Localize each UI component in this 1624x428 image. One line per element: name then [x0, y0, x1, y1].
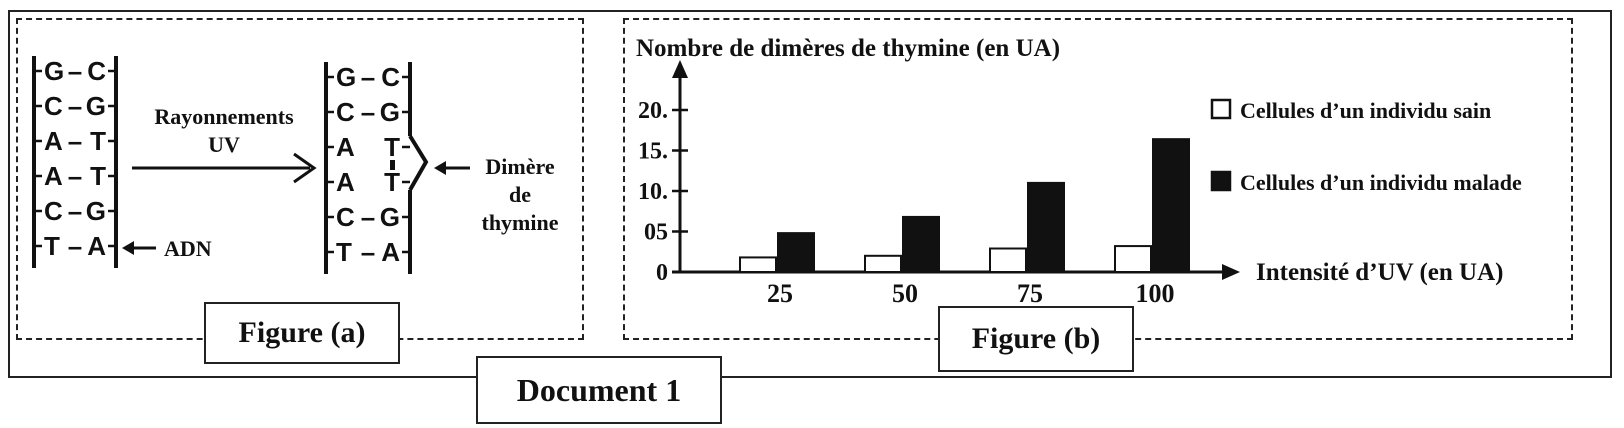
base-right: G	[380, 97, 400, 127]
base-left: C	[44, 196, 63, 226]
base-left: A	[44, 126, 63, 156]
y-axis-arrow	[672, 60, 688, 78]
x-ticks: 25 50 75 100	[767, 279, 1175, 308]
base-bond: –	[361, 97, 375, 127]
y-ticks: 0 05 10. 15. 20.	[638, 98, 688, 286]
base-bond: –	[361, 202, 375, 232]
base-left: A	[336, 132, 355, 162]
base-left: C	[336, 97, 355, 127]
base-right: C	[381, 62, 400, 92]
y-tick-label: 0	[656, 260, 668, 286]
base-bond: –	[68, 231, 82, 261]
y-tick-label: 10.	[638, 179, 668, 205]
document-caption: Document 1	[476, 356, 722, 424]
base-bond: –	[361, 237, 375, 267]
uv-arrow-head	[293, 152, 317, 184]
legend-swatch-healthy	[1210, 98, 1232, 120]
dimer-label-line1: Dimère	[485, 154, 554, 179]
base-right: C	[87, 56, 106, 86]
base-bond: –	[68, 56, 82, 86]
base-bond: –	[68, 91, 82, 121]
base-right: A	[381, 237, 400, 267]
legend-swatch-sick	[1210, 170, 1232, 192]
x-axis-arrow	[1222, 264, 1240, 280]
x-tick-label: 50	[892, 279, 918, 308]
x-tick-label: 100	[1136, 279, 1175, 308]
base-left: C	[44, 91, 63, 121]
base-right: G	[86, 196, 106, 226]
base-left: A	[336, 167, 355, 197]
dimer-arrow-head	[434, 161, 446, 175]
bar-sick-75	[1027, 181, 1065, 273]
legend-label-healthy: Cellules d’un individu sain	[1240, 98, 1491, 123]
bar-sick-50	[902, 215, 940, 273]
base-right: T	[90, 126, 106, 156]
bar-healthy-25	[739, 256, 777, 274]
y-tick-label: 05	[644, 220, 668, 246]
base-right: G	[380, 202, 400, 232]
base-left: G	[44, 56, 64, 86]
figure-b-chart: Nombre de dimères de thymine (en UA) Int…	[636, 35, 1522, 308]
figure-b-caption: Figure (b)	[938, 306, 1134, 372]
bars	[739, 138, 1190, 274]
dimer-label-line2: de	[509, 182, 531, 207]
x-tick-label: 75	[1017, 279, 1043, 308]
right-strand-kink	[408, 134, 429, 191]
bar-healthy-100	[1114, 245, 1152, 274]
x-tick-label: 25	[767, 279, 793, 308]
base-right: T	[384, 132, 400, 162]
chart-xlabel: Intensité d’UV (en UA)	[1256, 259, 1503, 286]
base-right: A	[87, 231, 106, 261]
adn-arrow-head	[122, 241, 134, 255]
document-frame	[8, 10, 1612, 378]
base-right: G	[86, 91, 106, 121]
legend-label-sick: Cellules d’un individu malade	[1240, 170, 1522, 195]
left-strand-pairs: G – CC – GA – TA – TC – GT – A	[34, 56, 116, 261]
base-bond: –	[68, 161, 82, 191]
adn-label: ADN	[164, 236, 212, 261]
base-bond: –	[68, 126, 82, 156]
chart-ylabel: Nombre de dimères de thymine (en UA)	[636, 35, 1060, 62]
bar-healthy-50	[864, 254, 902, 274]
y-tick-label: 20.	[638, 98, 668, 124]
base-bond: –	[68, 196, 82, 226]
figure-a-caption: Figure (a)	[204, 302, 400, 364]
bar-healthy-75	[989, 247, 1027, 273]
base-left: T	[44, 231, 60, 261]
bar-sick-25	[777, 232, 815, 273]
base-left: G	[336, 62, 356, 92]
uv-label-line2: UV	[208, 132, 240, 157]
dimer-bond-mark	[390, 160, 395, 170]
base-right: T	[90, 161, 106, 191]
figure-a-diagram: G – CC – GA – TA – TC – GT – A ADN Rayonnements UV G…	[32, 56, 559, 274]
base-left: A	[44, 161, 63, 191]
base-left: C	[336, 202, 355, 232]
right-strand-pairs: G – CC – GA TA TC – GT – A	[326, 62, 410, 267]
bar-sick-100	[1152, 138, 1190, 273]
base-right: T	[384, 167, 400, 197]
y-tick-label: 15.	[638, 139, 668, 165]
uv-label-line1: Rayonnements	[154, 104, 294, 129]
dimer-label-line3: thymine	[482, 210, 559, 235]
base-bond: –	[361, 62, 375, 92]
base-left: T	[336, 237, 352, 267]
